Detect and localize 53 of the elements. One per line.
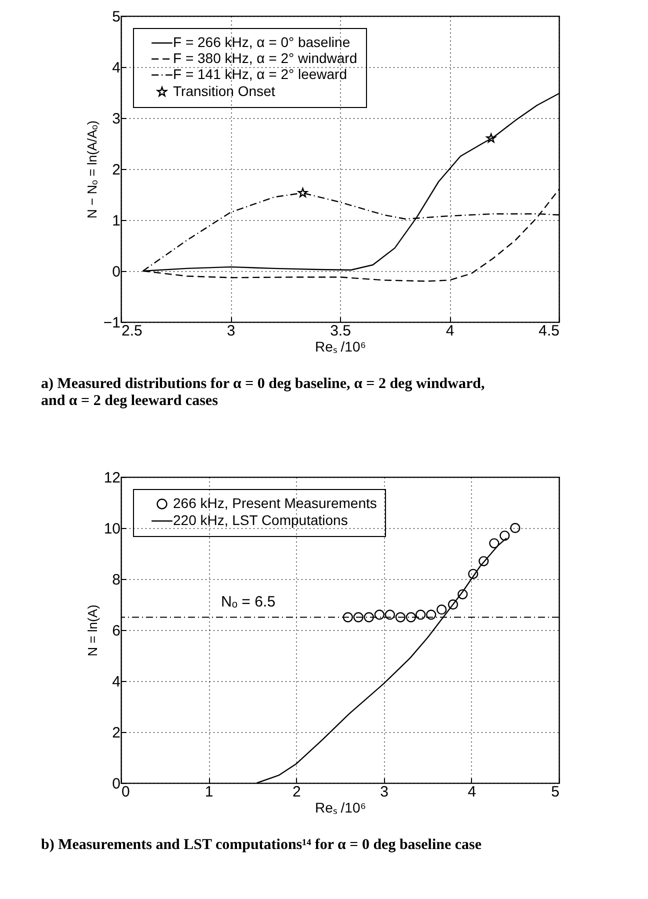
y-tick-label: 8 [112,572,120,588]
point [406,612,416,622]
text: b) Measurements and LST computations¹⁴ for α = 0 deg baseline case [41,837,482,853]
legend-label: Transition Onset [173,83,276,99]
x-tick-label: 3 [380,784,388,800]
x-tick-label: 4 [468,784,476,800]
y-tick-label: 5 [112,8,120,26]
point [395,612,406,622]
point [384,610,396,620]
point [458,589,468,600]
y-tick-label: 3 [112,110,120,128]
ref-line-label: Nₒ = 6.5 [221,593,276,610]
y-axis-title: N = ln(A) [84,604,100,656]
y-tick-label: 4 [112,60,120,76]
legend-label: F = 141 kHz, α = 2° leeward [173,66,347,82]
x-axis-title: Reₛ /10⁶ [314,338,366,354]
point [426,610,436,620]
y-tick-label: 2 [112,162,120,178]
x-tick-label: 5 [551,784,560,800]
x-tick-label: 1 [204,784,214,800]
x-tick-label: 3.5 [330,322,351,340]
x-tick-label: 3 [226,322,236,340]
y-tick-label: 10 [104,520,120,538]
legend-label: 220 kHz, LST Computations [173,512,348,528]
point [374,610,384,620]
point [342,612,353,622]
y-tick-label: 0 [112,264,120,280]
point [478,556,489,566]
x-tick-label: 2 [292,784,301,800]
text: a) Measured distributions for α = 0 deg baseline, α = 2 deg windward, and α = 2 deg leeward cases [41,376,485,409]
y-tick-label: 1 [112,212,120,230]
legend-label: F = 380 kHz, α = 2° windward [173,50,358,66]
point [489,538,500,548]
y-tick-label: 6 [112,622,120,640]
y-axis-title: N − Nₒ = ln(A/Aₒ) [84,120,100,218]
y-tick-label: 2 [112,724,120,742]
y-tick-label: −1 [103,314,120,332]
x-axis-title: Reₛ /10⁶ [314,800,366,816]
point [510,522,520,534]
point [436,604,447,615]
point [364,612,374,622]
x-tick-label: 4.5 [538,322,560,340]
point [448,599,458,610]
point [468,568,478,579]
x-tick-label: 4 [446,322,454,340]
legend-label: F = 266 kHz, α = 0° baseline [173,34,350,50]
y-tick-label: 12 [104,470,120,486]
x-tick-label: 2.5 [122,322,142,340]
y-tick-label: 4 [112,674,120,690]
legend-label: 266 kHz, Present Measurements [173,495,377,511]
point [500,530,510,541]
point [353,612,364,622]
point [416,610,426,620]
